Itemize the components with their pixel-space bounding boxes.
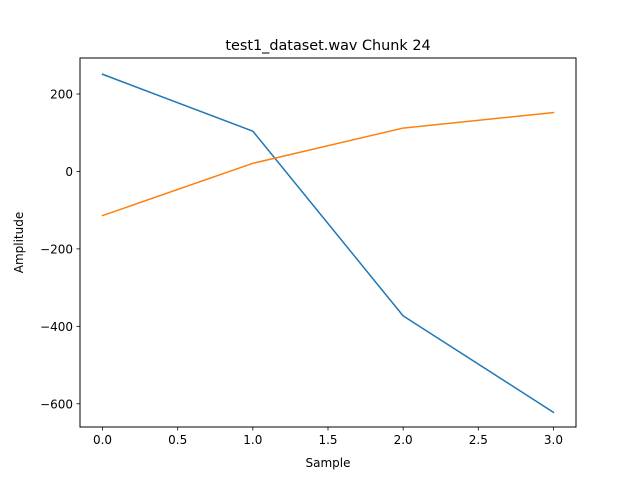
x-tick-label: 1.5 [318,433,337,447]
chart-title: test1_dataset.wav Chunk 24 [225,38,430,54]
x-tick-label: 2.0 [394,433,413,447]
y-axis-label: Amplitude [12,212,26,274]
x-tick-label: 3.0 [544,433,563,447]
x-tick-label: 2.5 [469,433,488,447]
series-line-2 [101,111,555,217]
y-tick-label: −600 [40,397,73,411]
x-tick-label: 0.5 [168,433,187,447]
series-layer [101,73,555,414]
y-tick-label: 200 [50,88,73,102]
x-axis-label: Sample [306,456,351,470]
y-tick-label: 0 [65,165,73,179]
x-tick-label: 1.0 [243,433,262,447]
x-tick-label: 0.0 [93,433,112,447]
y-tick-label: −400 [40,320,73,334]
y-axis: −600 −400 −200 0 200 [40,88,80,411]
y-tick-label: −200 [40,242,73,256]
x-axis: 0.0 0.5 1.0 1.5 2.0 2.5 3.0 [93,427,563,447]
series-line-1 [101,73,555,414]
